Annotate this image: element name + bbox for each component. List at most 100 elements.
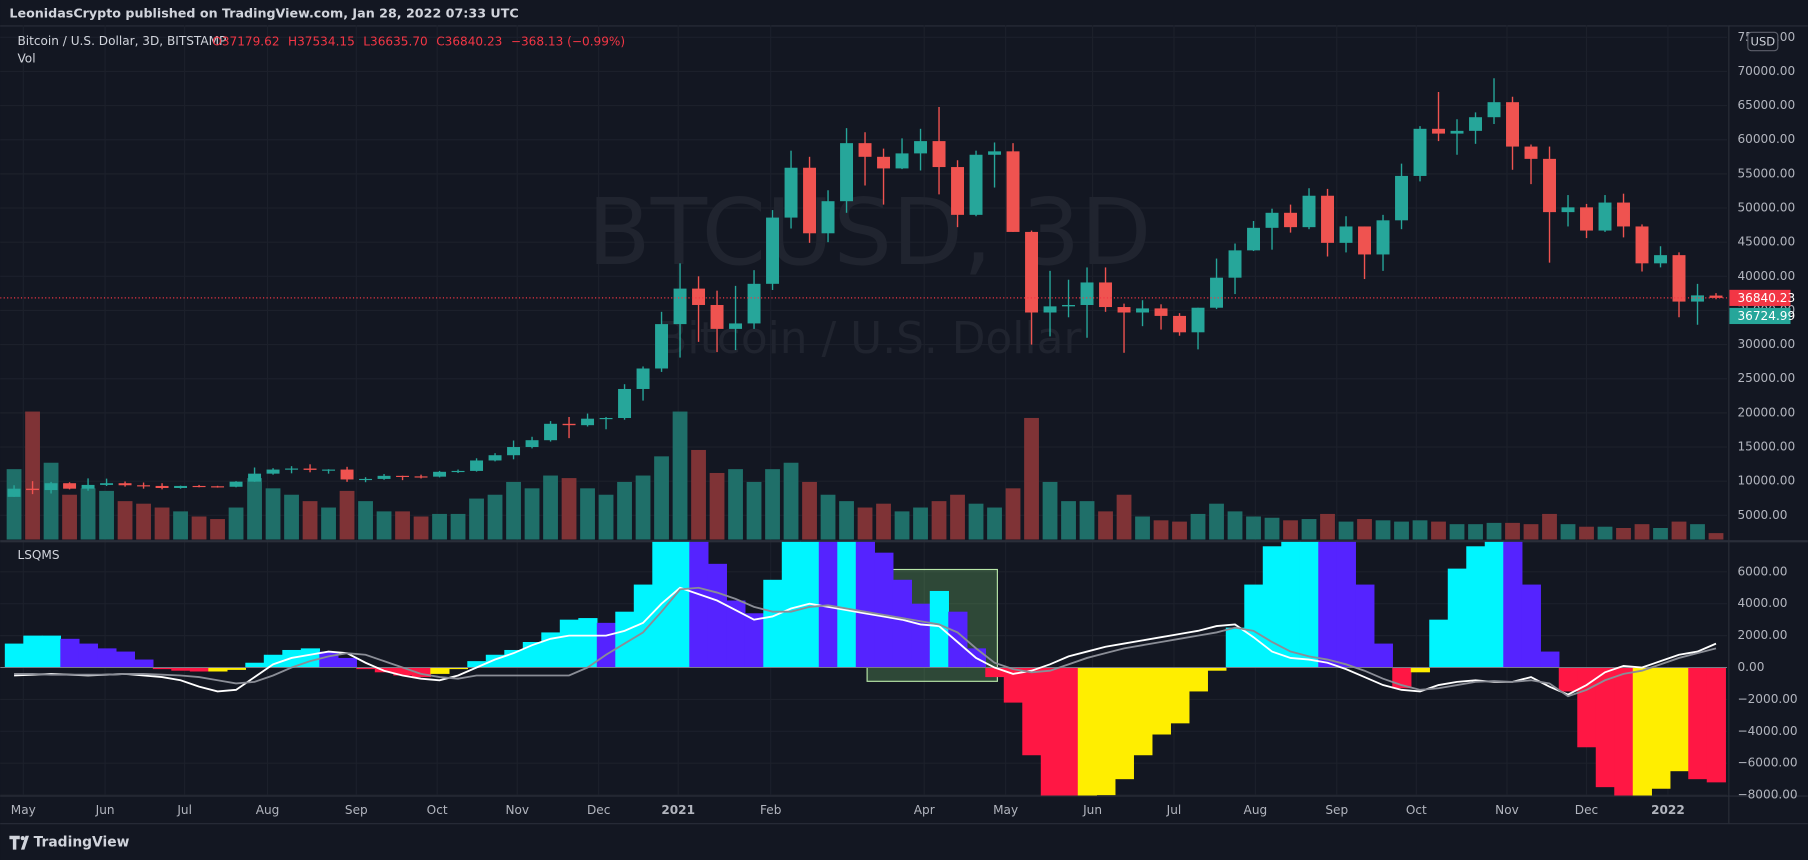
candle-body (1598, 202, 1612, 231)
volume-bar (1061, 501, 1076, 540)
candle-body (63, 483, 77, 489)
volume-bar (321, 507, 336, 540)
histogram-bar (337, 657, 357, 668)
price-tag (1729, 289, 1791, 306)
x-tick-label: 2022 (1651, 803, 1685, 817)
y-tick-label: 50000.00 (1737, 201, 1795, 215)
histogram-bar (707, 563, 727, 668)
histogram-bar (1373, 643, 1393, 668)
histogram-bar (911, 603, 931, 668)
volume-bar (1542, 513, 1557, 540)
x-tick-label: Nov (1495, 803, 1519, 817)
volume-bar (1116, 494, 1132, 540)
y-tick-label: 15000.00 (1737, 440, 1795, 454)
logo-dot[interactable] (20, 836, 25, 841)
histogram-bar (97, 648, 117, 668)
histogram-bar (134, 659, 154, 668)
y-tick-label: 20000.00 (1737, 405, 1795, 419)
candle-body (1672, 255, 1686, 302)
volume-bar (1042, 481, 1058, 540)
x-tick-label: Dec (587, 803, 610, 817)
candle-body (507, 447, 521, 456)
candle-body (1524, 146, 1538, 159)
histogram-bar (41, 635, 62, 668)
symbol-legend: Bitcoin / U.S. Dollar, 3D, BITSTAMP O371… (17, 34, 625, 562)
histogram-bar (818, 541, 838, 668)
candle-body (488, 455, 502, 461)
histogram-bar (892, 579, 912, 668)
candle-body (100, 483, 114, 485)
volume-bar (728, 469, 743, 540)
price-tag-label: 36724.99 (1737, 309, 1795, 323)
volume-bar (1320, 513, 1335, 540)
candle-body (821, 201, 835, 234)
volume-bar (987, 507, 1002, 540)
histogram-bar (1651, 667, 1671, 789)
candle-body (322, 469, 336, 471)
histogram-bar (1336, 541, 1356, 668)
y-tick-label: 65000.00 (1737, 98, 1795, 112)
volume-bar (839, 501, 854, 540)
candle-body (1321, 195, 1334, 243)
histogram-bar (615, 611, 635, 668)
candle-body (969, 154, 983, 215)
volume-bar (1708, 533, 1724, 540)
candle-body (155, 485, 169, 488)
candle-body (729, 323, 743, 329)
volume-bar (173, 511, 188, 540)
x-tick-label: Jul (1166, 803, 1182, 817)
volume-bar (62, 494, 77, 540)
y-tick-label: 10000.00 (1737, 474, 1795, 488)
candle-body (1543, 158, 1556, 213)
histogram-bar (726, 600, 746, 668)
candle-body (377, 475, 391, 479)
candle-body (914, 141, 928, 154)
tradingview-logo[interactable]: TradingView (9, 835, 130, 851)
y-tick-label: 70000.00 (1737, 64, 1795, 78)
currency-box[interactable] (1747, 31, 1779, 52)
logo-mark[interactable] (9, 835, 30, 850)
candle-body (544, 423, 558, 441)
volume-bar (1005, 488, 1021, 540)
volume-bar (1024, 417, 1039, 540)
histogram-bar (1595, 667, 1615, 788)
histogram-bar (1114, 667, 1134, 780)
volume-bar (820, 494, 836, 540)
histogram-bar (263, 654, 284, 668)
volume-bar (1135, 516, 1150, 540)
candle-body (26, 488, 40, 491)
candle-body (174, 485, 188, 488)
candle-body (1339, 226, 1353, 243)
footer-brand[interactable]: TradingView (34, 835, 130, 851)
histogram-bar (652, 541, 672, 668)
candle-body (137, 485, 151, 487)
y-tick-label: 40000.00 (1737, 269, 1795, 283)
histogram-bar (1706, 667, 1726, 783)
candle-body (1302, 195, 1316, 228)
candle-body (618, 388, 632, 419)
volume-bar (1523, 524, 1539, 540)
volume-bar (802, 481, 817, 540)
candle-body (451, 470, 465, 473)
y-tick-label: 60000.00 (1737, 132, 1795, 146)
volume-bar (413, 516, 429, 540)
candle-body (1099, 282, 1113, 308)
volume-bar (783, 462, 799, 540)
candle-body (248, 473, 262, 482)
x-tick-label: Dec (1575, 803, 1598, 817)
x-tick-label: Feb (760, 803, 782, 817)
currency-label[interactable]: USD (1751, 35, 1776, 49)
volume-bar (1209, 503, 1224, 540)
candle-body (211, 486, 225, 488)
histogram-bar (23, 635, 43, 668)
volume-bar (1597, 526, 1613, 540)
histogram-bar (1669, 667, 1689, 772)
histogram-bar (559, 619, 579, 668)
candle-body (1173, 315, 1187, 333)
histogram-bar (1133, 667, 1153, 756)
y-tick-label: −2000.00 (1737, 692, 1797, 706)
candle-body (1154, 308, 1168, 316)
histogram-bar (1447, 568, 1467, 668)
candle-body (1413, 128, 1427, 176)
candle-body (673, 288, 687, 325)
